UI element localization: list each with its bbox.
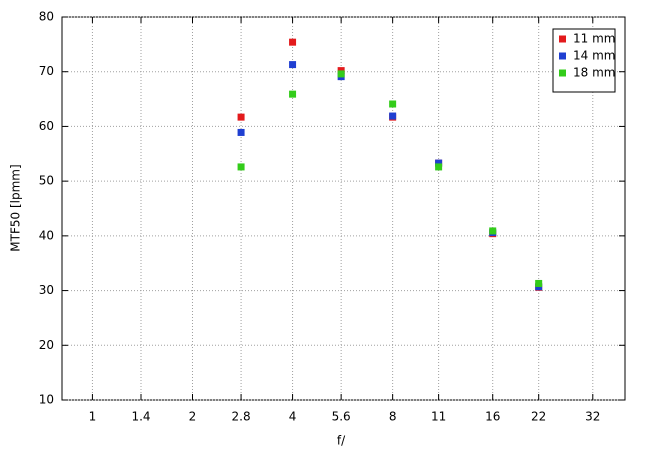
point <box>389 112 397 120</box>
y-tick-label: 50 <box>39 174 54 188</box>
point <box>289 90 297 98</box>
y-tick-label: 20 <box>39 338 54 352</box>
x-tick-label: 8 <box>389 410 397 424</box>
y-tick-label: 60 <box>39 119 54 133</box>
x-tick-label: 11 <box>431 410 446 424</box>
point <box>237 113 245 121</box>
x-tick-label: 5.6 <box>332 410 351 424</box>
point <box>289 38 297 46</box>
x-axis-label: f/ <box>337 434 346 448</box>
plot-frame <box>61 16 626 401</box>
legend-label: 18 mm <box>573 66 615 80</box>
x-tick-label: 1.4 <box>131 410 150 424</box>
point <box>435 159 443 167</box>
point <box>237 163 245 171</box>
y-tick-label: 10 <box>39 393 54 407</box>
y-axis-label: MTF50 [lpmm] <box>9 164 23 251</box>
point <box>489 227 497 235</box>
x-tick-label: 22 <box>531 410 546 424</box>
legend-label: 14 mm <box>573 49 615 63</box>
y-tick-label: 70 <box>39 64 54 78</box>
x-tick-label: 16 <box>485 410 500 424</box>
x-tick-label: 2 <box>189 410 197 424</box>
legend-label: 11 mm <box>573 32 615 46</box>
legend-swatch <box>559 35 566 43</box>
legend-swatch <box>559 69 566 77</box>
point <box>535 279 543 287</box>
point <box>435 163 443 171</box>
x-tick-label: 32 <box>585 410 600 424</box>
x-tick-label: 1 <box>89 410 97 424</box>
point <box>289 61 297 69</box>
x-tick-label: 4 <box>289 410 297 424</box>
y-tick-label: 30 <box>39 283 54 297</box>
y-tick-label: 80 <box>39 10 54 24</box>
x-tick-label: 2.8 <box>232 410 251 424</box>
point <box>389 100 397 108</box>
point <box>237 128 245 136</box>
point <box>337 70 345 78</box>
legend-swatch <box>559 52 566 60</box>
y-tick-label: 40 <box>39 228 54 242</box>
